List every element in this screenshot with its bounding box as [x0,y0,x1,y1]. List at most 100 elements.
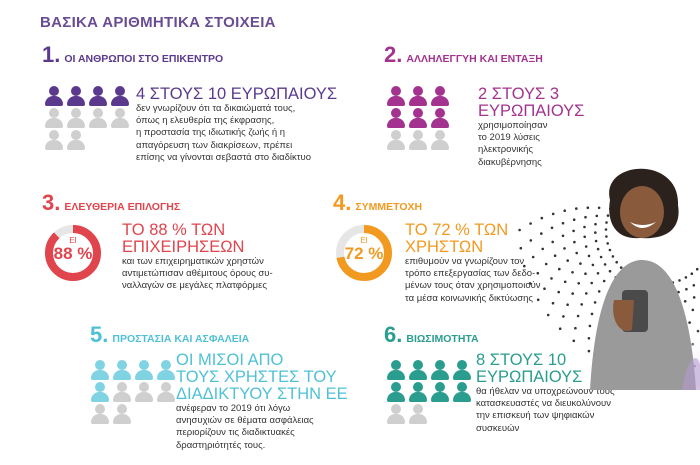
person-icon-filled [88,86,108,106]
section-5-number: 5. [90,322,109,347]
person-icon-empty [430,130,450,150]
decorative-dot [605,235,608,238]
person-icon-empty [90,404,110,424]
decorative-dot [563,247,566,250]
decorative-dot [577,282,580,285]
section-2-headline: 2 ΣΤΟΥΣ 3 ΕΥΡΩΠΑΙΟΥΣ [478,86,618,120]
decorative-dot [615,260,618,264]
decorative-dot [574,326,577,330]
decorative-dot [528,282,532,285]
person-icon-empty [66,108,86,128]
section-6-label: ΒΙΩΣΙΜΟΤΗΤΑ [406,333,479,345]
decorative-dot [563,280,567,284]
person-icon-empty [112,382,132,402]
decorative-dot [584,215,587,219]
decorative-dot [587,254,591,258]
decorative-dot [690,272,694,275]
section-1-number: 1. [42,42,61,67]
person-icon-filled [44,86,64,106]
headline-line: ΤΟΥΣ ΧΡΗΣΤΕΣ ΤΟΥ [176,368,337,386]
person-icon-filled [386,86,406,106]
body-line: ηλεκτρονικής [478,144,533,156]
decorative-dot [553,254,557,257]
section-1-header: 1. ΟΙ ΑΝΘΡΩΠΟΙ ΣΤΟ ΕΠΙΚΕΝΤΡΟ [42,42,223,68]
donut-value: 72 % [344,244,384,263]
decorative-dot [519,246,523,250]
section-2-body: χρησιμοποίησαν το 2019 λύσεις ηλεκτρονικ… [478,120,618,169]
decorative-dot [575,207,578,210]
decorative-dot [572,339,576,343]
decorative-dot [594,222,597,226]
body-line: ανέφεραν το 2019 ότι λόγω [176,403,291,414]
section-6-people-icons [386,360,472,424]
decorative-dot [583,235,586,239]
headline-line: ΕΥΡΩΠΑΙΟΥΣ [476,368,583,386]
decorative-dot [602,279,606,283]
decorative-dot [619,266,623,269]
section-4-donut-chart [336,225,392,281]
person-icon-filled [408,360,428,380]
decorative-dot [692,296,696,299]
section-4-label: ΣΥΜΜΕΤΟΧΗ [355,201,423,213]
decorative-dot [550,277,553,280]
section-6-body: θα ήθελαν να υποχρεώνουν τους κατασκευασ… [476,386,676,435]
person-icon-empty [66,130,86,150]
headline-line: ΟΙ ΜΙΣΟΙ ΑΠΟ [176,351,284,369]
decorative-dot [566,259,569,262]
body-line: θα ήθελαν να υποχρεώνουν τους [476,386,615,397]
section-2-label: ΑΛΛΗΛΕΓΓΥΗ ΚΑΙ ΕΝΤΑΞΗ [406,53,543,65]
person-icon-empty [386,130,406,150]
decorative-dot [606,242,609,245]
headline-line: 4 ΣΤΟΥΣ 10 ΕΥΡΩΠΑΙΟΥΣ [136,85,338,103]
body-line: διακυβέρνησης [478,156,542,168]
decorative-dot [580,303,583,306]
person-icon-filled [430,86,450,106]
person-icon-empty [386,404,406,424]
person-icon-empty [110,108,130,128]
decorative-dot [590,312,594,316]
decorative-dot [551,301,555,305]
person-icon-filled [386,108,406,128]
section-1-text: 4 ΣΤΟΥΣ 10 ΕΥΡΩΠΑΙΟΥΣ δεν γνωρίζουν ότι … [136,86,346,164]
section-3-text: ΤΟ 88 % ΤΩΝ ΕΠΙΧΕΙΡΗΣΕΩΝ και των επιχειρ… [122,222,322,293]
decorative-dot [536,298,540,302]
decorative-dot [604,228,608,231]
decorative-dot [608,269,612,273]
woman-photo-illustration [580,168,700,390]
section-3-header: 3. ΕΛΕΥΘΕΡΙΑ ΕΠΙΛΟΓΗΣ [42,190,180,216]
body-line: την επισκευή των ψηφιακών [476,410,595,422]
person-icon-empty [88,108,108,128]
decorative-dot [583,225,586,229]
decorative-dot [579,262,582,265]
section-5-text: ΟΙ ΜΙΣΟΙ ΑΠΟ ΤΟΥΣ ΧΡΗΣΤΕΣ ΤΟΥ ΔΙΑΔΙΚΤΥΟΥ… [176,352,376,452]
body-line: περιορίζουν τις διαδικτυακές [176,427,295,439]
headline-line: ΧΡΗΣΤΩΝ [405,238,484,256]
decorative-dot [585,292,588,295]
section-2-number: 2. [384,42,403,67]
decorative-dot [557,290,560,294]
decorative-dot [540,232,543,235]
decorative-dot [692,284,696,287]
person-icon-filled [452,360,472,380]
decorative-dot [571,292,574,295]
decorative-dot [518,228,521,232]
person-icon-empty [408,404,428,424]
donut-value: 88 % [53,244,93,263]
decorative-dot [550,226,554,230]
body-line: δεν γνωρίζουν ότι τα δικαιώματά τους, [136,103,296,114]
person-icon-filled [430,360,450,380]
body-line: το 2019 λύσεις [478,132,540,144]
decorative-dot [594,231,597,234]
decorative-dot [591,263,595,267]
decorative-dot [678,279,681,282]
section-5-headline: ΟΙ ΜΙΣΟΙ ΑΠΟ ΤΟΥΣ ΧΡΗΣΤΕΣ ΤΟΥ ΔΙΑΔΙΚΤΥΟΥ… [176,352,376,403]
decorative-dot [683,300,687,303]
section-6-number: 6. [384,322,403,347]
section-5-header: 5. ΠΡΟΣΤΑΣΙΑ ΚΑΙ ΑΣΦΑΛΕΙΑ [90,322,249,348]
body-line: τρόπο επεξεργασίας των δεδο- [405,268,536,280]
body-line: η προστασία της ιδιωτικής ζωής ή η [136,127,286,139]
decorative-dot [572,229,575,233]
decorative-dot [546,313,550,317]
person-icon-filled [110,86,130,106]
section-4-text: ΤΟ 72 % ΤΩΝ ΧΡΗΣΤΩΝ επιθυμούν να γνωρίζο… [405,222,585,305]
